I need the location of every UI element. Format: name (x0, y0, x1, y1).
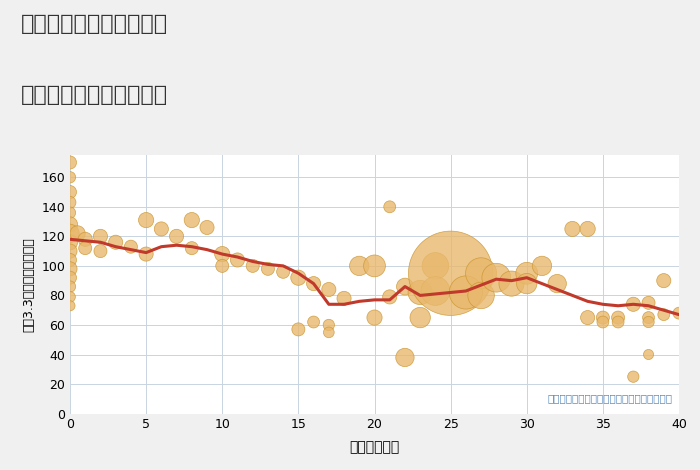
Point (64, 209, 76, 217)
Point (293, 274, 304, 282)
Point (597, 318, 608, 326)
Point (80, 244, 91, 252)
Point (597, 314, 608, 321)
Point (217, 251, 228, 258)
Point (628, 300, 639, 308)
Point (399, 283, 410, 290)
Point (658, 277, 669, 284)
Point (141, 251, 152, 258)
Point (673, 309, 685, 317)
Point (552, 280, 563, 287)
Point (64, 188, 76, 196)
Point (64, 230, 76, 237)
Point (308, 280, 319, 287)
Point (247, 262, 258, 270)
Point (475, 292, 486, 299)
Point (308, 318, 319, 326)
Point (64, 265, 76, 273)
Point (186, 216, 197, 224)
Point (80, 235, 91, 243)
Point (141, 216, 152, 224)
Point (506, 280, 517, 287)
Point (64, 247, 76, 255)
Point (582, 314, 594, 321)
Point (293, 326, 304, 333)
Point (232, 256, 243, 264)
Point (110, 238, 121, 246)
Point (612, 314, 624, 321)
Point (461, 289, 472, 296)
Point (64, 256, 76, 264)
Point (202, 224, 213, 231)
Point (72, 230, 83, 237)
Point (475, 269, 486, 277)
Point (186, 244, 197, 252)
Point (643, 318, 655, 326)
Point (399, 354, 410, 361)
Point (64, 293, 76, 301)
Point (95, 247, 106, 255)
Point (491, 274, 502, 282)
Point (277, 268, 289, 275)
Point (323, 329, 335, 336)
Text: 円の大きさは、取引のあった物件面積を示す: 円の大きさは、取引のあった物件面積を示す (548, 393, 673, 403)
Point (171, 233, 182, 240)
Point (369, 262, 380, 270)
Point (64, 283, 76, 290)
Point (217, 262, 228, 270)
Point (430, 262, 441, 270)
Point (612, 318, 624, 326)
Point (643, 314, 655, 321)
Point (95, 233, 106, 240)
Point (430, 287, 441, 295)
Text: 東京都東久留米市滝山の: 東京都東久留米市滝山の (21, 14, 168, 34)
Point (414, 314, 426, 321)
Point (384, 293, 395, 301)
Point (582, 225, 594, 233)
Point (64, 173, 76, 181)
Point (64, 221, 76, 228)
Point (414, 289, 426, 296)
Point (643, 351, 655, 358)
Point (643, 299, 655, 306)
X-axis label: 築年数（年）: 築年数（年） (349, 440, 400, 454)
Point (628, 373, 639, 380)
Point (521, 280, 532, 287)
Point (64, 159, 76, 166)
Point (262, 265, 274, 273)
Point (64, 274, 76, 282)
Point (323, 286, 335, 293)
Point (521, 269, 532, 277)
Point (384, 203, 395, 211)
Point (445, 269, 456, 277)
Point (125, 243, 136, 251)
Point (64, 302, 76, 310)
Point (64, 199, 76, 206)
Point (156, 225, 167, 233)
Point (339, 295, 350, 302)
Point (354, 262, 365, 270)
Point (64, 238, 76, 246)
Point (567, 225, 578, 233)
Point (323, 321, 335, 329)
Text: 築年数別中古戸建て価格: 築年数別中古戸建て価格 (21, 85, 168, 105)
Point (658, 311, 669, 318)
Point (369, 314, 380, 321)
Point (536, 262, 547, 270)
Y-axis label: 坪（3.3㎡）単価（万円）: 坪（3.3㎡）単価（万円） (22, 237, 36, 332)
